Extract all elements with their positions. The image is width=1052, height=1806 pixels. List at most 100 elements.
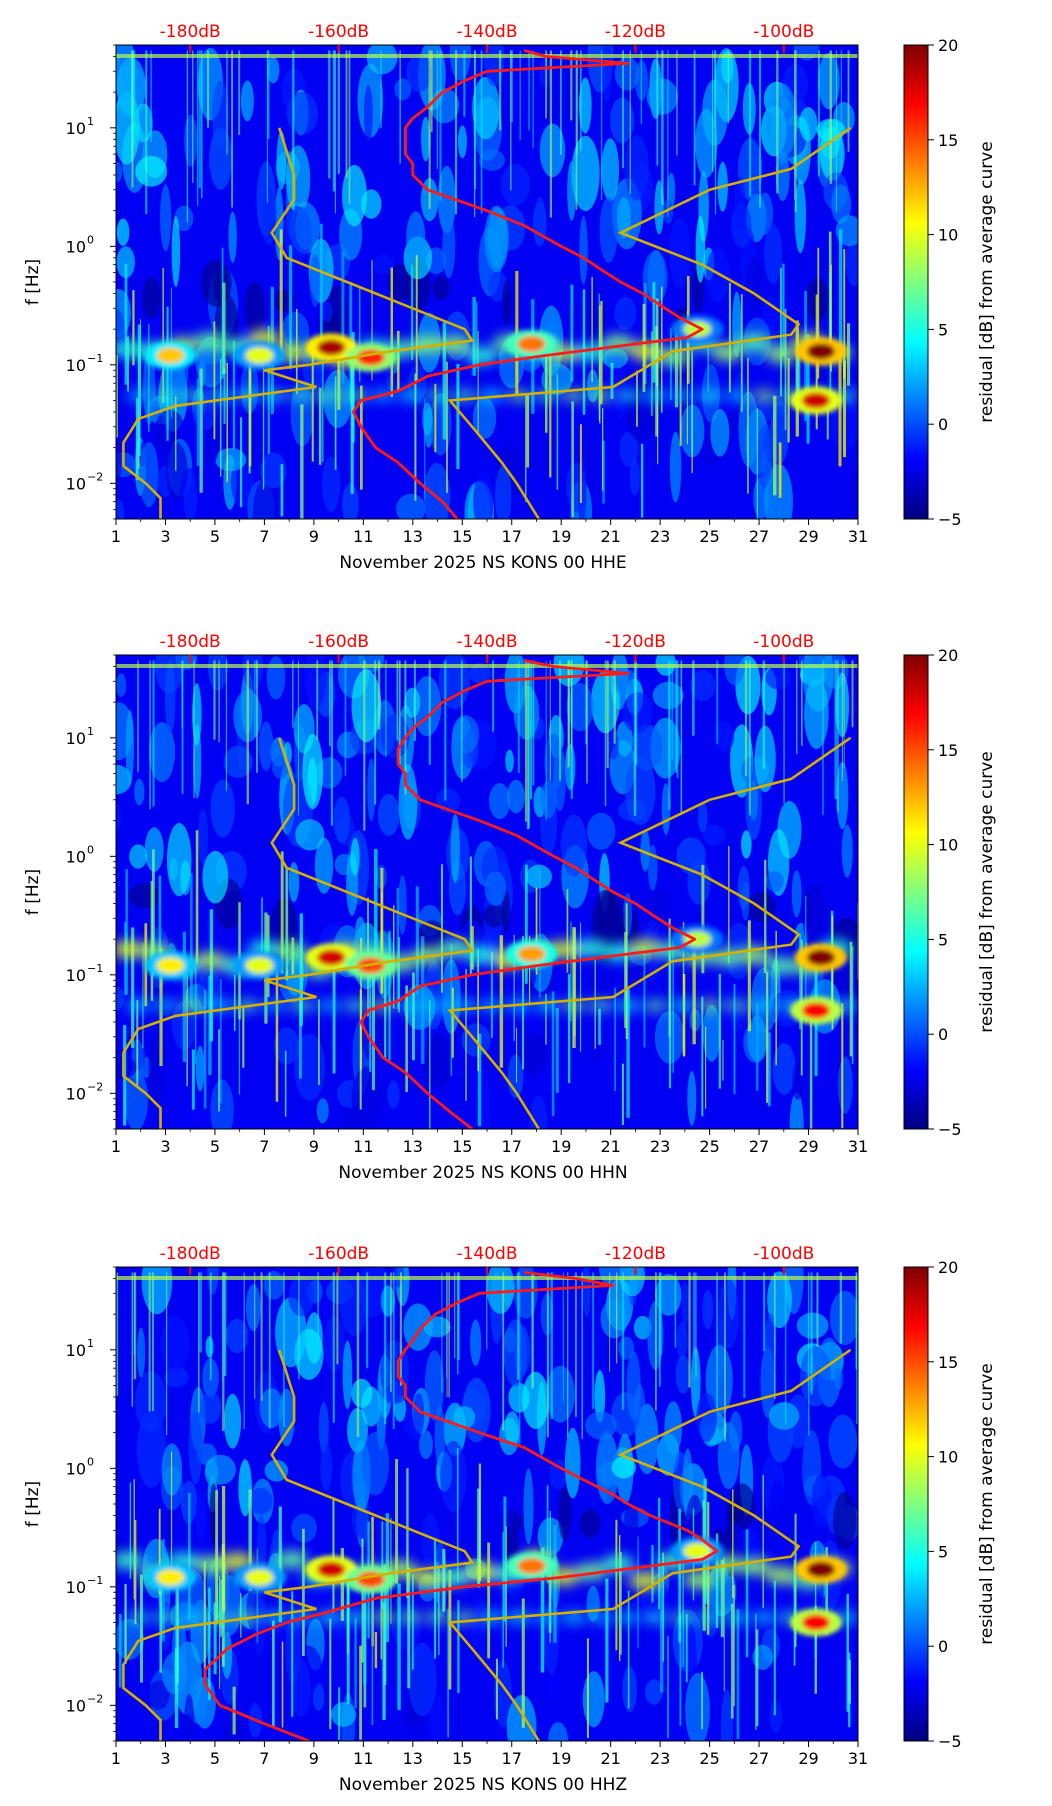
heatmap-streak xyxy=(856,1272,858,1425)
heatmap-cell xyxy=(116,673,127,697)
heatmap-streak xyxy=(150,880,154,1001)
y-axis-label: f [Hz] xyxy=(23,259,43,305)
heatmap-cell xyxy=(523,1468,534,1545)
heatmap-streak xyxy=(477,331,479,436)
heatmap-streak xyxy=(441,1272,443,1393)
heatmap-streak xyxy=(151,849,155,976)
hot-spot-core xyxy=(156,347,185,364)
heatmap-cell xyxy=(640,829,651,872)
heatmap-cell xyxy=(440,1440,467,1512)
band-blob xyxy=(126,998,151,1013)
heatmap-cell xyxy=(484,205,509,272)
band-blob xyxy=(180,388,205,403)
heatmap-cell xyxy=(549,1459,568,1490)
heatmap-streak xyxy=(838,229,843,356)
heatmap-cell xyxy=(676,1322,688,1360)
heatmap-streak xyxy=(624,931,627,1028)
heatmap-cell xyxy=(247,1487,273,1515)
heatmap-cell xyxy=(696,1393,717,1443)
heatmap-streak xyxy=(390,267,394,397)
heatmap-streak xyxy=(629,50,631,195)
heatmap-streak xyxy=(318,999,320,1085)
x-tick-label: 23 xyxy=(650,1137,670,1156)
heatmap-streak xyxy=(744,660,748,777)
heatmap-streak xyxy=(289,245,293,369)
heatmap-streak xyxy=(457,1600,460,1694)
band-blob xyxy=(438,1568,471,1587)
heatmap-cell xyxy=(695,215,706,283)
heatmap-streak xyxy=(440,864,443,993)
heatmap-streak xyxy=(456,1272,459,1375)
heatmap-streak xyxy=(300,404,304,519)
heatmap-streak xyxy=(546,1272,549,1438)
heatmap-cell xyxy=(450,813,460,884)
heatmap-streak xyxy=(411,972,415,1061)
heatmap-cell xyxy=(702,1004,721,1062)
heatmap-streak xyxy=(248,361,252,467)
top-db-tick-label: -140dB xyxy=(456,22,517,42)
heatmap-cell xyxy=(419,1430,433,1460)
heatmap-cell xyxy=(602,348,629,369)
heatmap-streak xyxy=(392,1272,395,1429)
hot-spot-core xyxy=(517,335,546,352)
heatmap-cell xyxy=(585,1411,617,1440)
heatmap-streak xyxy=(351,332,355,443)
heatmap-streak xyxy=(614,987,616,1092)
heatmap-streak xyxy=(208,1587,211,1701)
y-tick-exponent: 0 xyxy=(87,1455,94,1468)
heatmap-cell xyxy=(619,1267,645,1297)
heatmap-cell xyxy=(166,822,192,897)
heatmap-streak xyxy=(356,1272,360,1437)
x-tick-label: 17 xyxy=(502,1137,522,1156)
heatmap-streak xyxy=(817,247,820,379)
heatmap-streak xyxy=(413,660,416,741)
colorbar-tick-label: 10 xyxy=(938,836,958,855)
heatmap-streak xyxy=(430,50,433,133)
heatmap-cell xyxy=(769,1701,783,1734)
heatmap-streak xyxy=(454,50,458,215)
heatmap-cell xyxy=(429,393,452,456)
heatmap-streak xyxy=(132,290,135,366)
heatmap-cell xyxy=(252,478,278,519)
heatmap-streak xyxy=(567,660,570,744)
heatmap-cell xyxy=(387,1080,400,1109)
hot-spot-core xyxy=(683,321,712,338)
x-tick-label: 11 xyxy=(353,1749,373,1768)
band-blob xyxy=(574,939,607,958)
heatmap-streak xyxy=(336,1272,339,1365)
heatmap-streak xyxy=(150,50,152,143)
heatmap-cell xyxy=(205,1454,236,1485)
heatmap-streak xyxy=(256,1548,259,1644)
heatmap-streak xyxy=(280,464,284,517)
heatmap-cell xyxy=(765,870,784,892)
heatmap-streak xyxy=(693,50,696,186)
heatmap-streak xyxy=(246,660,250,805)
heatmap-cell xyxy=(258,721,274,771)
heatmap-streak xyxy=(847,50,850,152)
heatmap-streak xyxy=(627,1590,630,1709)
heatmap-cell xyxy=(198,808,209,865)
heatmap-cell xyxy=(539,123,566,178)
heatmap-streak xyxy=(428,660,431,765)
heatmap-cell xyxy=(782,1623,802,1691)
heatmap-cell xyxy=(320,1443,333,1492)
band-blob xyxy=(371,1610,396,1625)
heatmap-streak xyxy=(727,50,729,124)
heatmap-cell xyxy=(564,1427,581,1499)
heatmap-streak xyxy=(667,1636,669,1739)
heatmap-streak xyxy=(575,50,578,210)
top-db-tick-label: -140dB xyxy=(456,1244,517,1264)
heatmap-cell xyxy=(116,45,135,102)
colorbar-gradient xyxy=(903,44,929,520)
heatmap-cell xyxy=(351,1066,382,1129)
heatmap-streak xyxy=(570,660,573,750)
heatmap-streak xyxy=(688,1272,691,1388)
heatmap-streak xyxy=(165,1272,168,1436)
heatmap-streak xyxy=(415,886,419,996)
colorbar-tick-label: 5 xyxy=(938,320,948,339)
heatmap-streak xyxy=(510,50,512,191)
heatmap-streak xyxy=(334,50,336,214)
heatmap-streak xyxy=(424,398,426,500)
x-tick-label: 17 xyxy=(502,527,522,546)
heatmap-streak xyxy=(177,1564,179,1684)
